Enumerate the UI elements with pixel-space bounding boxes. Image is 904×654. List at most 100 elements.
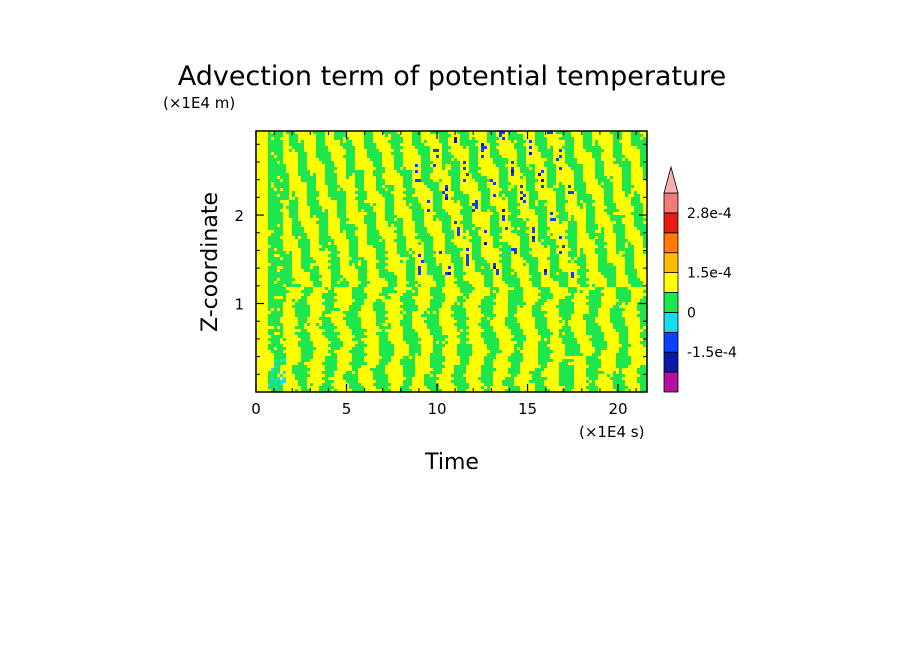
contour-cell (448, 218, 452, 222)
contour-cell (580, 209, 584, 213)
contour-cell (565, 227, 569, 231)
contour-cell (463, 161, 467, 165)
contour-cell (337, 239, 341, 243)
contour-cell (442, 143, 446, 147)
contour-cell (295, 146, 299, 150)
contour-cell (493, 215, 497, 219)
contour-cell (448, 131, 452, 135)
contour-cell (409, 224, 413, 228)
contour-cell (502, 143, 506, 147)
contour-cell (622, 212, 626, 216)
contour-cell (361, 194, 365, 198)
contour-cell (388, 215, 392, 219)
contour-cell (316, 140, 320, 144)
contour-cell (451, 131, 455, 135)
contour-cell (415, 140, 419, 144)
contour-cell (442, 221, 446, 225)
contour-cell (289, 161, 293, 165)
contour-cell (394, 206, 398, 210)
contour-cell (319, 212, 323, 216)
contour-cell (400, 236, 404, 240)
contour-cell (433, 176, 437, 180)
contour-cell (574, 203, 578, 207)
contour-cell (571, 227, 575, 231)
contour-cell (526, 206, 530, 210)
contour-cell (583, 146, 587, 150)
contour-cell (466, 182, 470, 186)
contour-cell (583, 143, 587, 147)
contour-cell (382, 134, 386, 138)
contour-cell (412, 143, 416, 147)
contour-cell (565, 191, 569, 195)
contour-cell (517, 215, 521, 219)
contour-cell (286, 194, 290, 198)
contour-cell (412, 164, 416, 168)
contour-cell (415, 164, 419, 168)
contour-cell (367, 215, 371, 219)
contour-cell (292, 236, 296, 240)
contour-cell (451, 188, 455, 192)
contour-cell (508, 200, 512, 204)
contour-cell (613, 221, 617, 225)
contour-cell (307, 242, 311, 246)
contour-cell (271, 140, 275, 144)
contour-cell (292, 245, 296, 249)
contour-cell (304, 227, 308, 231)
contour-cell (256, 152, 260, 156)
contour-cell (484, 131, 488, 135)
contour-cell (619, 137, 623, 141)
contour-cell (466, 170, 470, 174)
contour-cell (355, 218, 359, 222)
contour-cell (322, 179, 326, 183)
contour-cell (361, 158, 365, 162)
contour-cell (511, 218, 515, 222)
contour-cell (622, 221, 626, 225)
contour-cell (589, 191, 593, 195)
contour-cell (595, 134, 599, 138)
contour-cell (277, 164, 281, 168)
contour-cell (433, 212, 437, 216)
contour-cell (319, 161, 323, 165)
contour-cell (322, 194, 326, 198)
contour-cell (370, 137, 374, 141)
contour-cell (286, 236, 290, 240)
contour-cell (637, 215, 641, 219)
contour-cell (373, 236, 377, 240)
contour-cell (262, 215, 266, 219)
contour-cell (628, 233, 632, 237)
contour-cell (496, 176, 500, 180)
contour-cell (499, 140, 503, 144)
contour-cell (337, 143, 341, 147)
contour-cell (376, 218, 380, 222)
contour-cell (631, 209, 635, 213)
contour-cell (577, 224, 581, 228)
contour-cell (598, 221, 602, 225)
contour-cell (550, 131, 554, 135)
contour-cell (283, 167, 287, 171)
contour-cell (619, 185, 623, 189)
contour-cell (283, 149, 287, 153)
contour-cell (460, 158, 464, 162)
contour-cell (328, 203, 332, 207)
contour-cell (325, 242, 329, 246)
contour-cell (580, 227, 584, 231)
contour-cell (460, 212, 464, 216)
contour-cell (340, 191, 344, 195)
contour-cell (604, 239, 608, 243)
contour-cell (298, 152, 302, 156)
contour-cell (511, 203, 515, 207)
contour-cell (619, 173, 623, 177)
contour-cell (364, 185, 368, 189)
contour-cell (433, 137, 437, 141)
contour-cell (625, 164, 629, 168)
contour-cell (592, 203, 596, 207)
contour-cell (532, 185, 536, 189)
contour-cell (274, 167, 278, 171)
contour-cell (538, 233, 542, 237)
contour-cell (295, 164, 299, 168)
contour-cell (373, 137, 377, 141)
contour-cell (544, 212, 548, 216)
contour-cell (574, 179, 578, 183)
contour-cell (412, 158, 416, 162)
contour-cell (544, 233, 548, 237)
